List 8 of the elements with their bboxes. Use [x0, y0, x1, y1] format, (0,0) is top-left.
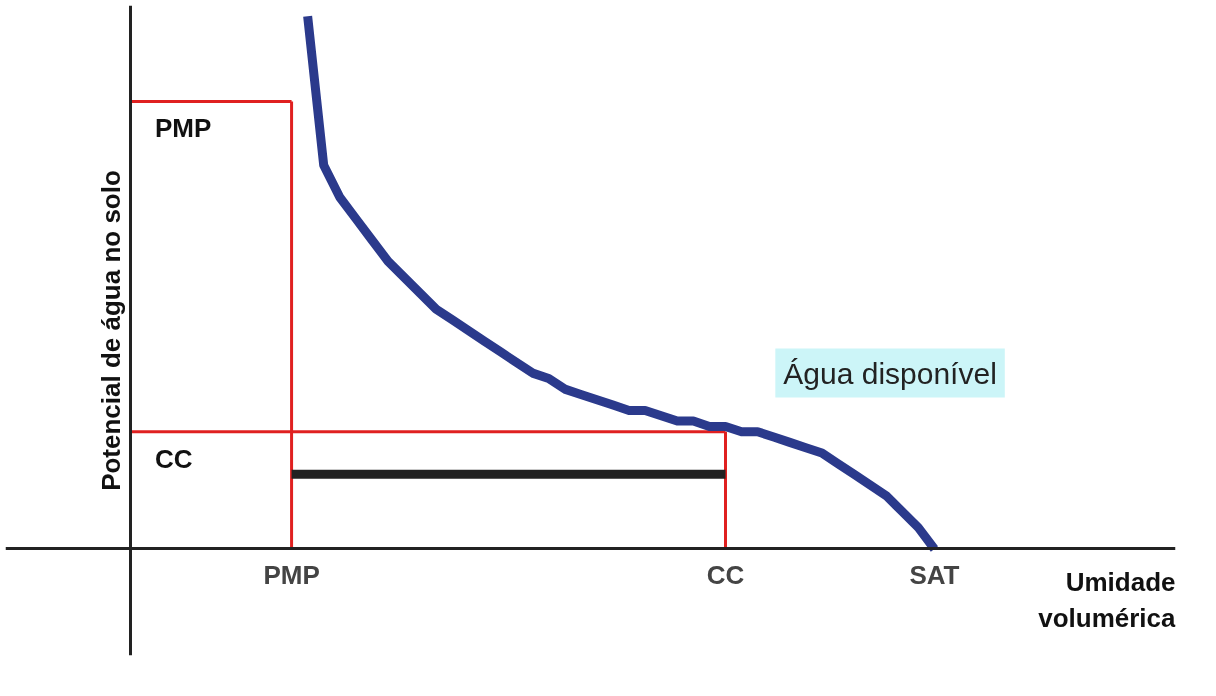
x-tick-label: CC — [706, 559, 745, 590]
ref-line-label: CC — [154, 443, 193, 474]
x-tick-label: SAT — [909, 559, 960, 590]
annotation: Água disponível — [783, 356, 997, 390]
x-tick-label: PMP — [263, 559, 320, 590]
ref-line-label: PMP — [154, 113, 212, 144]
y-axis-title: Potencial de água no solo — [95, 170, 126, 491]
x-axis-title: Umidade volumérica — [1038, 566, 1177, 633]
